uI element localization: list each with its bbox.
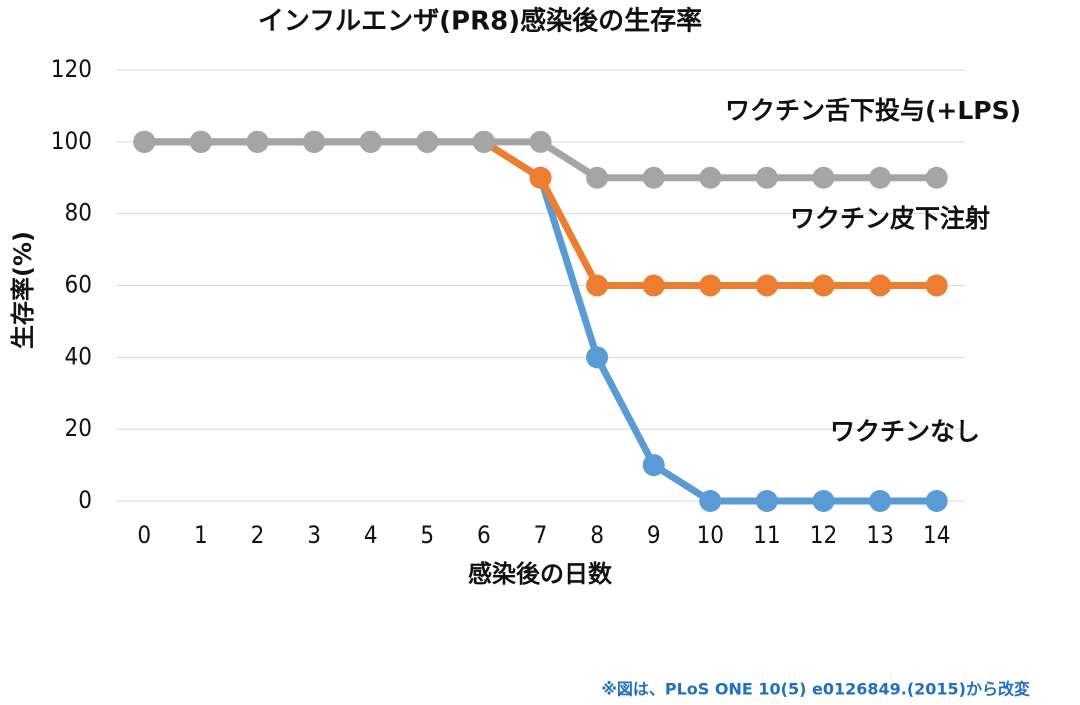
data-point (699, 166, 722, 189)
data-point (812, 274, 835, 297)
y-tick-label: 80 (65, 199, 92, 227)
data-point (189, 130, 212, 153)
x-tick-label: 7 (534, 521, 548, 549)
series-label: ワクチン皮下注射 (790, 204, 990, 233)
data-point (303, 130, 326, 153)
data-point (472, 130, 495, 153)
x-tick-label: 8 (590, 521, 604, 549)
chart-title: インフルエンザ(PR8)感染後の生存率 (258, 6, 702, 37)
data-point (416, 130, 439, 153)
x-tick-label: 6 (477, 521, 491, 549)
series-label: ワクチンなし (830, 417, 980, 446)
data-point (755, 166, 778, 189)
x-tick-label: 11 (753, 521, 780, 549)
data-point (586, 346, 609, 369)
x-tick-label: 9 (647, 521, 661, 549)
y-tick-label: 20 (65, 414, 92, 442)
data-point (699, 274, 722, 297)
data-point (133, 130, 156, 153)
data-point (925, 166, 948, 189)
data-point (925, 274, 948, 297)
data-point (642, 166, 665, 189)
x-tick-label: 12 (810, 521, 837, 549)
data-point (586, 274, 609, 297)
data-point (529, 130, 552, 153)
y-tick-label: 60 (65, 271, 92, 299)
y-tick-label: 40 (65, 342, 92, 370)
x-tick-label: 0 (137, 521, 151, 549)
data-point (246, 130, 269, 153)
data-point (586, 166, 609, 189)
x-axis-label: 感染後の日数 (468, 560, 613, 588)
data-point (755, 490, 778, 512)
y-axis-label: 生存率(%) (9, 231, 37, 349)
x-tick-label: 2 (251, 521, 265, 549)
y-tick-label: 100 (51, 127, 92, 155)
series-label: ワクチン舌下投与(+LPS) (725, 96, 1021, 125)
x-tick-label: 14 (923, 521, 950, 549)
x-tick-label: 4 (364, 521, 378, 549)
footnote: ※図は、PLoS ONE 10(5) e0126849.(2015)から改変 (601, 680, 1030, 699)
x-tick-label: 1 (194, 521, 208, 549)
x-tick-label: 13 (866, 521, 893, 549)
data-point (642, 274, 665, 297)
data-point (529, 166, 552, 189)
data-point (699, 490, 722, 512)
data-point (755, 274, 778, 297)
x-tick-label: 3 (307, 521, 321, 549)
data-point (869, 490, 892, 512)
x-tick-label: 5 (420, 521, 434, 549)
data-point (359, 130, 382, 153)
data-point (642, 454, 665, 477)
series-line (144, 138, 937, 505)
data-point (869, 274, 892, 297)
data-point (869, 166, 892, 189)
data-point (925, 490, 948, 512)
x-tick-label: 10 (697, 521, 724, 549)
data-point (812, 166, 835, 189)
y-tick-label: 120 (51, 55, 92, 83)
data-point (812, 490, 835, 512)
y-tick-label: 0 (78, 486, 92, 514)
